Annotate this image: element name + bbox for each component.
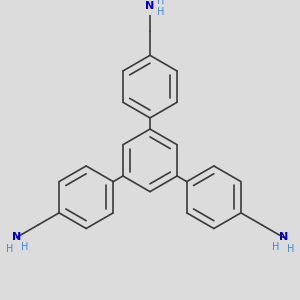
Text: H: H — [21, 242, 28, 253]
Text: H: H — [286, 244, 294, 254]
Text: H: H — [272, 242, 279, 253]
Text: H: H — [158, 0, 165, 6]
Text: N: N — [279, 232, 288, 242]
Text: N: N — [12, 232, 21, 242]
Text: H: H — [158, 7, 165, 17]
Text: N: N — [146, 1, 154, 11]
Text: H: H — [6, 244, 14, 254]
